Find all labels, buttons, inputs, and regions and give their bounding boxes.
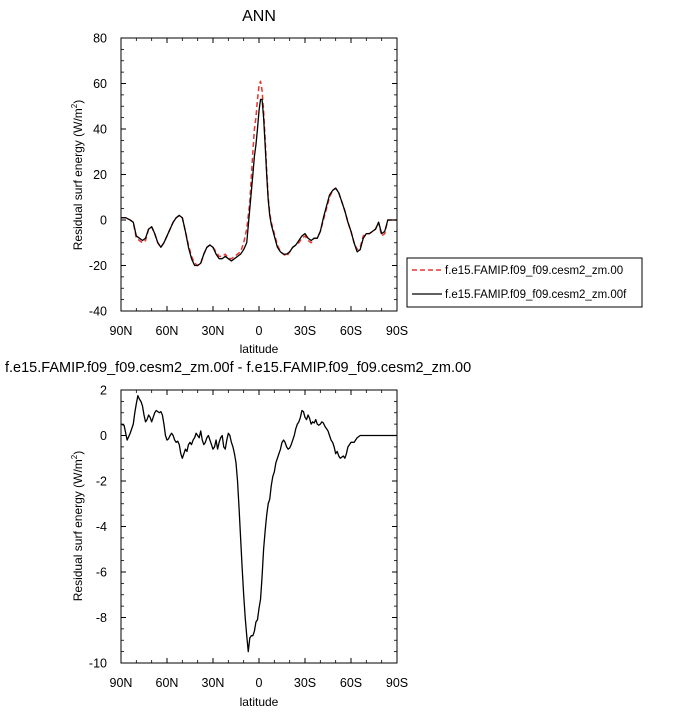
top-y-tick-label: 60 [93,77,107,91]
bottom-y-axis-label-exponent: 2 [70,454,79,459]
bottom-x-tick-label: 0 [256,676,263,690]
top-y-tick-label: 80 [93,32,107,46]
bottom-plot-frame [120,389,398,664]
bottom-y-tick-label: -10 [89,657,107,671]
top-x-tick-label: 30N [202,324,225,338]
bottom-x-tick-label: 30S [294,676,316,690]
bottom-y-axis-label: Residual surf energy (W/m2) [70,451,85,602]
top-panel: ANN 90N 60N 30N 0 30S 60S 90S -40 -20 0 20 40 60 80 l… [70,8,408,356]
bottom-chart-title: f.e15.FAMIP.f09_f09.cesm2_zm.00f - f.e15… [5,360,471,376]
top-x-tick-label: 30S [294,324,316,338]
bottom-panel: f.e15.FAMIP.f09_f09.cesm2_zm.00f - f.e15… [5,360,471,709]
top-chart-title: ANN [242,8,276,25]
top-series-line-2 [121,98,397,267]
top-plot-frame [120,37,398,312]
bottom-x-tick-label: 30N [202,676,225,690]
top-x-tick-label: 90S [386,324,408,338]
legend-label-series-2: f.e15.FAMIP.f09_f09.cesm2_zm.00f [445,289,627,301]
top-y-tick-label: 40 [93,123,107,137]
legend: f.e15.FAMIP.f09_f09.cesm2_zm.00 f.e15.FA… [406,257,643,308]
bottom-series-line-1 [120,395,397,653]
top-y-axis-label-exponent: 2 [70,103,79,108]
bottom-y-tick-label: 2 [100,384,107,398]
bottom-y-tick-label: 0 [100,429,107,443]
top-y-tick-label: -20 [89,259,107,273]
top-series-lines [121,80,397,267]
top-x-tick-label: 90N [110,324,133,338]
legend-label-series-1: f.e15.FAMIP.f09_f09.cesm2_zm.00 [445,265,623,277]
bottom-series-lines [120,395,397,653]
top-y-axis-label: Residual surf energy (W/m2) [70,100,85,251]
bottom-y-axis-label-main: Residual surf energy (W/m [71,459,85,601]
bottom-ticks: 90N 60N 30N 0 30S 60S 90S -10 -8 -6 -4 -2 0 2 [89,384,408,691]
bottom-y-tick-label: -8 [96,611,107,625]
bottom-y-tick-label: -4 [96,520,107,534]
top-y-tick-label: 20 [93,168,107,182]
top-x-tick-label: 60S [340,324,362,338]
top-y-axis-label-close: ) [71,100,85,104]
bottom-x-tick-label: 90S [386,676,408,690]
top-x-tick-label: 60N [156,324,179,338]
bottom-y-tick-label: -2 [96,475,107,489]
top-ticks: 90N 60N 30N 0 30S 60S 90S -40 -20 0 20 40 60 80 [89,32,408,339]
bottom-y-tick-label: -6 [96,566,107,580]
bottom-x-tick-label: 90N [110,676,133,690]
top-y-axis-label-main: Residual surf energy (W/m [71,108,85,250]
top-y-tick-label: -40 [89,305,107,319]
bottom-x-tick-label: 60N [156,676,179,690]
top-x-tick-label: 0 [256,324,263,338]
legend-box [406,257,643,308]
bottom-x-tick-label: 60S [340,676,362,690]
bottom-x-axis-label: latitude [240,695,279,709]
top-x-axis-label: latitude [240,342,279,356]
top-y-tick-label: 0 [100,214,107,228]
bottom-y-axis-label-close: ) [71,451,85,455]
